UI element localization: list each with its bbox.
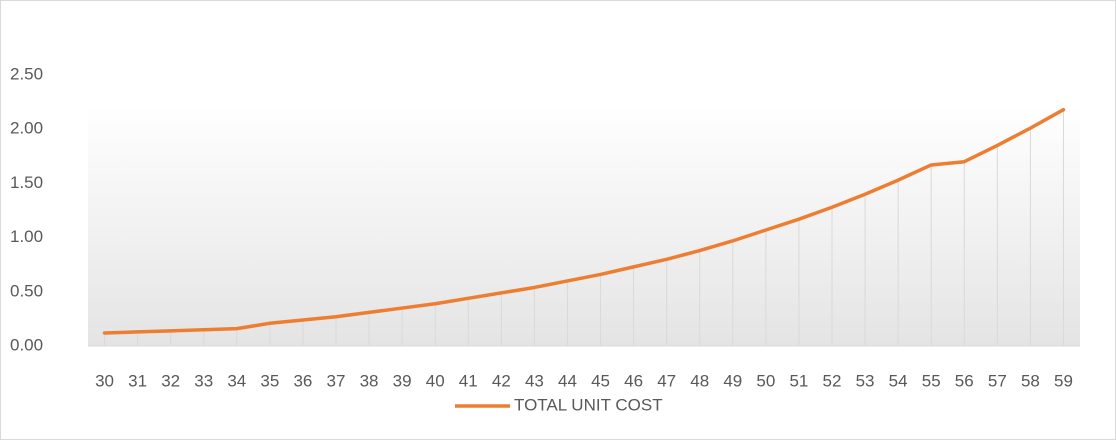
x-tick-label: 56	[955, 371, 974, 390]
x-tick-label: 53	[856, 371, 875, 390]
y-tick-label: 1.50	[10, 173, 43, 192]
x-tick-label: 40	[426, 371, 445, 390]
x-tick-label: 33	[194, 371, 213, 390]
x-tick-label: 30	[95, 371, 114, 390]
x-tick-label: 38	[360, 371, 379, 390]
data-line	[102, 107, 1066, 335]
x-tick-label: 41	[459, 371, 478, 390]
y-tick-label: 1.00	[10, 227, 43, 246]
x-tick-label: 49	[723, 371, 742, 390]
plot-background	[88, 105, 1080, 346]
y-tick-label: 0.00	[10, 335, 43, 354]
x-tick-label: 35	[260, 371, 279, 390]
legend-label: TOTAL UNIT COST	[514, 395, 663, 414]
x-tick-label: 50	[756, 371, 775, 390]
x-tick-label: 55	[922, 371, 941, 390]
x-tick-label: 59	[1054, 371, 1073, 390]
x-tick-label: 47	[657, 371, 676, 390]
x-tick-label: 32	[161, 371, 180, 390]
y-tick-label: 2.50	[10, 64, 43, 83]
x-tick-label: 34	[227, 371, 246, 390]
x-tick-label: 42	[492, 371, 511, 390]
x-tick-label: 57	[988, 371, 1007, 390]
x-tick-label: 54	[889, 371, 908, 390]
y-tick-label: 0.50	[10, 281, 43, 300]
y-tick-label: 2.00	[10, 119, 43, 138]
x-tick-label: 37	[327, 371, 346, 390]
x-tick-label: 43	[525, 371, 544, 390]
x-tick-label: 48	[690, 371, 709, 390]
x-tick-label: 51	[789, 371, 808, 390]
x-tick-label: 52	[823, 371, 842, 390]
x-tick-label: 39	[393, 371, 412, 390]
x-tick-label: 36	[293, 371, 312, 390]
x-tick-label: 45	[591, 371, 610, 390]
x-tick-label: 44	[558, 371, 577, 390]
x-tick-label: 58	[1021, 371, 1040, 390]
x-tick-label: 31	[128, 371, 147, 390]
x-tick-label: 46	[624, 371, 643, 390]
